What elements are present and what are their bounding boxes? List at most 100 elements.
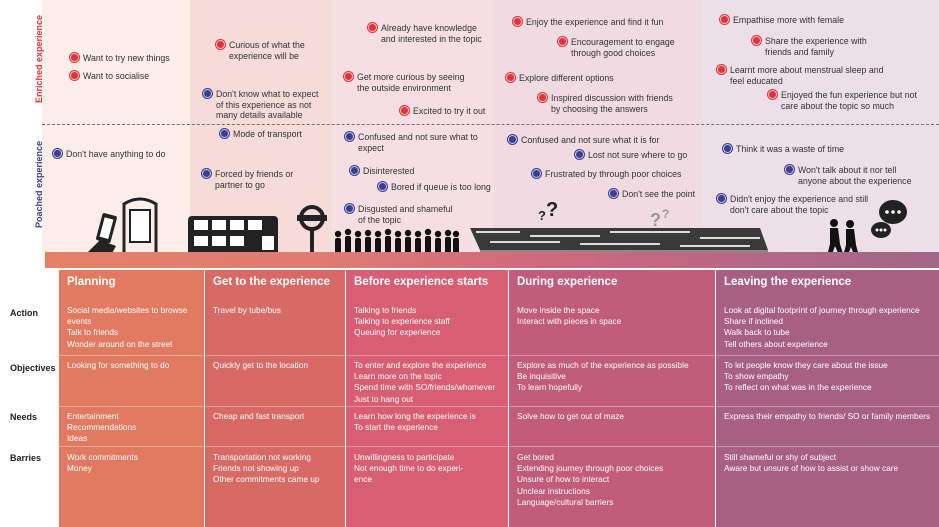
barriers-cell: Work commitments Money xyxy=(67,452,138,474)
needs-cell: Entertainment Recommendations Ideas xyxy=(67,411,137,444)
poached-note: Don't see the point xyxy=(609,189,695,200)
poached-dot-icon xyxy=(378,182,387,191)
action-cell: Social media/websites to browse events Tal… xyxy=(67,305,188,349)
action-cell: Look at digital footprint of journey thr… xyxy=(724,305,920,349)
svg-text:?: ? xyxy=(662,207,669,221)
enriched-dot-icon xyxy=(400,106,409,115)
row-label-barriers: Barries xyxy=(10,453,42,463)
tube-sign-icon xyxy=(297,205,327,257)
poached-note: Confused and not sure what it is for xyxy=(508,135,659,146)
stage-before-experience: Before experience starts Talking to frie… xyxy=(346,270,508,527)
enriched-dot-icon xyxy=(720,15,729,24)
poached-dot-icon xyxy=(785,165,794,174)
speech-bubbles-icon xyxy=(871,200,907,238)
poached-note: Bored if queue is too long xyxy=(378,182,491,193)
poached-dot-icon xyxy=(350,166,359,175)
enriched-note: Want to try new things xyxy=(70,53,170,64)
stage-get-to-experience: Get to the experience Travel by tube/bus… xyxy=(205,270,345,527)
poached-dot-icon xyxy=(609,189,618,198)
enriched-dot-icon xyxy=(717,65,726,74)
objectives-cell: To let people know they care about the i… xyxy=(724,360,888,393)
enriched-dot-icon xyxy=(70,71,79,80)
poached-note: Don't have anything to do xyxy=(53,149,166,160)
stage-leaving-experience: Leaving the experience Look at digital f… xyxy=(716,270,939,527)
objectives-cell: Quickly get to the location xyxy=(213,360,309,370)
bg-column-before xyxy=(332,0,494,252)
enriched-dot-icon xyxy=(344,72,353,81)
poached-dot-icon xyxy=(202,169,211,178)
barriers-cell: Get bored Extending journey through poor … xyxy=(517,452,664,507)
enriched-dot-icon xyxy=(70,53,79,62)
stage-title: Before experience starts xyxy=(354,276,489,288)
svg-text:?: ? xyxy=(650,210,661,230)
enriched-note: Inspired discussion with friends by choo… xyxy=(538,93,673,114)
enriched-dot-icon xyxy=(752,36,761,45)
poached-dot-icon xyxy=(53,149,62,158)
barriers-cell: Unwillingness to participate Not enough t… xyxy=(354,452,464,485)
enriched-note: Enjoyed the fun experience but not care … xyxy=(768,90,921,111)
stage-title: Planning xyxy=(67,276,116,288)
action-cell: Move inside the space Interact with piece… xyxy=(517,305,622,327)
poached-dot-icon xyxy=(203,89,212,98)
objectives-cell: To enter and explore the experience Learn… xyxy=(354,360,496,404)
needs-cell: Cheap and fast transport xyxy=(213,411,305,421)
row-label-action: Action xyxy=(10,308,38,318)
enriched-experience-label: Enriched experience xyxy=(34,14,44,103)
stage-during-experience: During experience Move inside the space I… xyxy=(509,270,715,527)
poached-note: Confused and not sure what to expect xyxy=(345,132,478,153)
enriched-dot-icon xyxy=(538,93,547,102)
poached-note: Didn't enjoy the experience and still do… xyxy=(717,194,880,215)
enriched-note: Get more curious by seeing the outside e… xyxy=(344,72,469,93)
stage-planning: Planning Social media/websites to browse… xyxy=(59,270,204,527)
barriers-cell: Transportation not working Friends not sh… xyxy=(213,452,320,485)
poached-note: Won't talk about it nor tell anyone abou… xyxy=(785,165,918,186)
poached-note: Don't know what to expect of this experi… xyxy=(203,89,328,121)
enriched-note: Share the experience with friends and fa… xyxy=(752,36,895,57)
objectives-cell: Looking for something to do xyxy=(67,360,170,370)
action-cell: Travel by tube/bus xyxy=(213,305,281,315)
row-label-objectives: Objectives xyxy=(10,363,56,373)
bus-stop-icon xyxy=(120,197,160,258)
enriched-note: Excited to try it out xyxy=(400,106,485,117)
bg-column-during xyxy=(494,0,702,252)
poached-dot-icon xyxy=(575,150,584,159)
enriched-dot-icon xyxy=(558,37,567,46)
stage-title: Get to the experience xyxy=(213,276,330,288)
row-separator xyxy=(59,446,939,447)
stage-title: During experience xyxy=(517,276,618,288)
bg-column-get-to xyxy=(190,0,332,252)
poached-note: Think it was a waste of time xyxy=(723,144,844,155)
question-marks-icon: ? ? ? ? xyxy=(538,199,669,230)
needs-cell: Solve how to get out of maze xyxy=(517,411,625,421)
poached-dot-icon xyxy=(508,135,517,144)
poached-note: Lost not sure where to go xyxy=(575,150,687,161)
enriched-dot-icon xyxy=(368,23,377,32)
poached-dot-icon xyxy=(723,144,732,153)
needs-cell: Learn how long the experience is To start… xyxy=(354,411,476,433)
journey-path-band xyxy=(45,252,939,268)
poached-note: Frustrated by through poor choices xyxy=(532,169,681,180)
enriched-note: Explore different options xyxy=(506,73,614,84)
enriched-note: Empathise more with female xyxy=(720,15,844,26)
enriched-note: Encouragement to engage through good cho… xyxy=(558,37,705,58)
enriched-dot-icon xyxy=(513,17,522,26)
action-cell: Talking to friends Talking to experience … xyxy=(354,305,450,338)
objectives-cell: Explore as much of the experience as pos… xyxy=(517,360,689,393)
poached-dot-icon xyxy=(532,169,541,178)
enriched-note: Curious of what the experience will be xyxy=(216,40,329,61)
stage-title: Leaving the experience xyxy=(724,276,852,288)
poached-note: Mode of transport xyxy=(220,129,302,140)
enriched-dot-icon xyxy=(216,40,225,49)
poached-note: Forced by friends or partner to go xyxy=(202,169,315,190)
barriers-cell: Still shameful or shy of subject Aware bu… xyxy=(724,452,899,474)
row-separator xyxy=(59,355,939,356)
bg-column-planning xyxy=(42,0,190,252)
poached-note: Disinterested xyxy=(350,166,414,177)
poached-dot-icon xyxy=(345,132,354,141)
row-label-needs: Needs xyxy=(10,412,38,422)
svg-text:?: ? xyxy=(538,208,546,223)
poached-note: Disgusted and shameful of the topic xyxy=(345,204,458,225)
poached-dot-icon xyxy=(220,129,229,138)
poached-dot-icon xyxy=(717,194,726,203)
experience-divider xyxy=(42,124,939,125)
